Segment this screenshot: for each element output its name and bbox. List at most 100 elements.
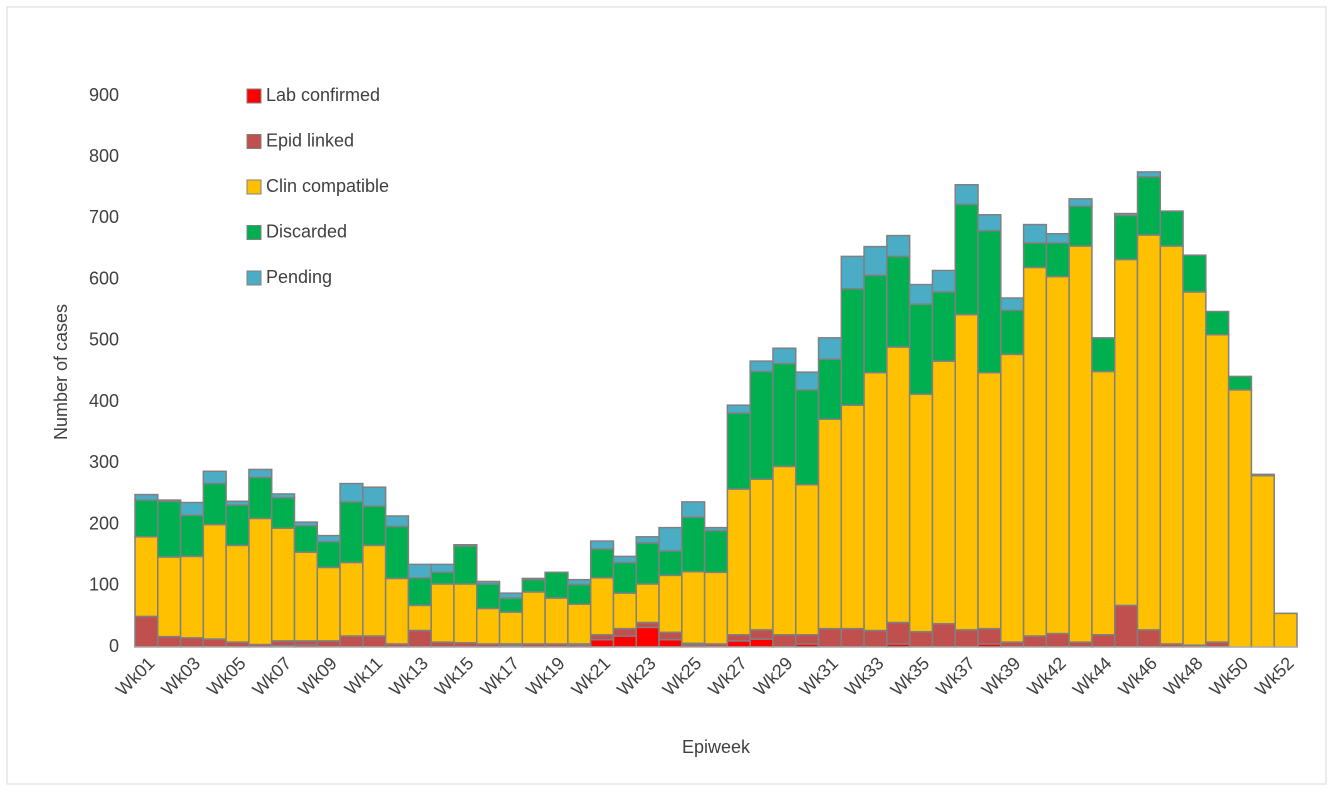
x-axis-label: Epiweek [682, 737, 751, 757]
bar-segment [179, 637, 205, 648]
bar-segment [817, 358, 843, 421]
bar-segment [863, 371, 888, 632]
bar-segment [931, 360, 956, 625]
bar-segment [726, 488, 751, 636]
bar-segment [772, 634, 797, 648]
bar-segment [794, 634, 820, 645]
bar-segment [316, 566, 341, 642]
bar-segment [270, 527, 296, 642]
bar-segment [681, 570, 706, 645]
bar-segment [1045, 632, 1070, 648]
bar-segment [1205, 310, 1230, 336]
bar-segment [612, 635, 638, 648]
y-tick-label: 100 [89, 575, 119, 595]
bar-segment [1045, 242, 1070, 278]
y-tick-label: 600 [89, 268, 119, 288]
legend-swatch [246, 88, 262, 104]
bar-segment [1159, 210, 1184, 247]
bar-segment [202, 638, 227, 648]
bar-segment [179, 555, 205, 639]
bar-segment [407, 563, 432, 579]
y-tick-label: 400 [89, 391, 119, 411]
bar-segment [931, 269, 956, 293]
bar-segment [225, 504, 250, 547]
bar-segment [1022, 223, 1048, 244]
bar-segment [521, 578, 546, 593]
bar-segment [1022, 242, 1048, 269]
bar-segment [794, 389, 820, 486]
bar-segment [954, 313, 979, 631]
bar-segment [703, 571, 729, 645]
bar-segment [157, 499, 182, 503]
bar-segment [726, 404, 751, 414]
bar-segment [772, 362, 797, 468]
bar-segment [749, 370, 774, 481]
bar-segment [635, 583, 660, 624]
bar-segment [339, 501, 364, 564]
bar-segment [453, 544, 478, 547]
bar-segment [453, 545, 478, 585]
bar-segment [179, 514, 205, 558]
bar-segment [1000, 297, 1025, 312]
bar-segment [817, 627, 843, 648]
bar-segment [681, 516, 706, 573]
bar-segment [931, 291, 956, 362]
legend-label: Clin compatible [266, 176, 389, 196]
bar-segment [772, 465, 797, 636]
bar-segment [1250, 473, 1275, 477]
bar-segment [1182, 291, 1207, 646]
legend-label: Epid linked [266, 130, 354, 150]
bar-segment [749, 360, 774, 373]
bar-segment [1273, 612, 1298, 648]
y-tick-label: 300 [89, 452, 119, 472]
bar-segment [658, 574, 683, 634]
bar-segment [703, 526, 729, 532]
bar-segment [977, 627, 1002, 645]
bar-segment [202, 523, 227, 640]
legend-swatch [246, 134, 262, 149]
bar-segment [726, 412, 751, 490]
bar-segment [954, 629, 979, 648]
bar-segment [817, 337, 843, 361]
bar-segment [476, 583, 501, 610]
bar-segment [134, 536, 159, 618]
bar-segment [977, 229, 1002, 374]
y-tick-label: 500 [89, 330, 119, 350]
bar-segment [270, 496, 296, 529]
bar-segment [225, 544, 250, 643]
bar-segment [1091, 634, 1116, 648]
bar-segment [1068, 198, 1093, 207]
y-tick-label: 0 [109, 636, 119, 656]
bar-segment [316, 534, 341, 543]
bar-segment [749, 638, 774, 648]
bar-segment [407, 629, 432, 648]
bar-segment [612, 561, 638, 594]
bar-segment [1113, 212, 1139, 217]
bar-segment [1022, 635, 1048, 648]
bar-segment [840, 288, 865, 406]
bar-segment [498, 597, 524, 613]
y-axis-label: Number of cases [51, 304, 71, 440]
bar-segment [954, 203, 979, 316]
bar-segment [612, 592, 638, 630]
bar-segment [726, 634, 751, 642]
bar-segment [362, 486, 387, 507]
y-tick-label: 700 [89, 207, 119, 227]
bar-segment [384, 515, 410, 528]
bar-segment [635, 626, 660, 648]
bar-segment [589, 540, 615, 550]
bar-segment [772, 347, 797, 365]
bar-segment [248, 468, 273, 479]
bar-segment [225, 500, 250, 506]
legend-label: Discarded [266, 221, 347, 241]
bar-segment [817, 418, 843, 630]
bar-segment [658, 550, 683, 577]
bar-segment [407, 604, 432, 632]
bar-segment [362, 544, 387, 637]
bar-segment [749, 629, 774, 640]
bar-segment [248, 517, 273, 646]
bar-segment [544, 571, 569, 599]
bar-segment [1068, 205, 1093, 247]
bar-segment [362, 505, 387, 547]
